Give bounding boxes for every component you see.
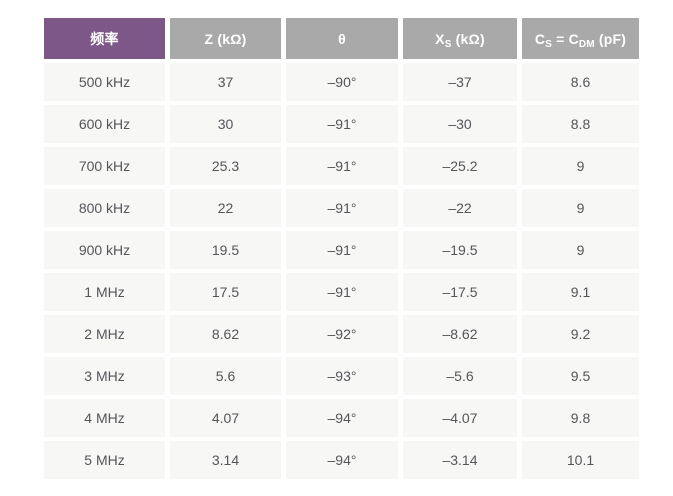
- cell-impedance: 37: [170, 63, 281, 101]
- cell-capacitance: 8.8: [522, 105, 639, 143]
- header-row: 频率 Z (kΩ) θ XS (kΩ) CS = CDM (pF): [44, 18, 639, 59]
- table-row: 5 MHz 3.14 –94° –3.14 10.1: [44, 441, 639, 479]
- cell-capacitance: 9.2: [522, 315, 639, 353]
- cell-impedance: 3.14: [170, 441, 281, 479]
- cs-label-equals: = C: [552, 30, 579, 47]
- table-row: 600 kHz 30 –91° –30 8.8: [44, 105, 639, 143]
- cell-frequency: 900 kHz: [44, 231, 165, 269]
- column-header-theta: θ: [286, 18, 398, 59]
- table-row: 3 MHz 5.6 –93° –5.6 9.5: [44, 357, 639, 395]
- column-header-capacitance: CS = CDM (pF): [522, 18, 639, 59]
- cell-reactance: –8.62: [403, 315, 517, 353]
- xs-label-main: X: [435, 30, 445, 47]
- cell-reactance: –30: [403, 105, 517, 143]
- cell-frequency: 5 MHz: [44, 441, 165, 479]
- xs-label-sub: S: [444, 38, 452, 50]
- cell-impedance: 22: [170, 189, 281, 227]
- cell-capacitance: 9.5: [522, 357, 639, 395]
- cdm-label-sub: DM: [578, 38, 595, 50]
- cs-label-main: C: [534, 30, 546, 47]
- cell-reactance: –3.14: [403, 441, 517, 479]
- cell-theta: –91°: [286, 273, 398, 311]
- cell-theta: –90°: [286, 63, 398, 101]
- cell-theta: –93°: [286, 357, 398, 395]
- cell-frequency: 800 kHz: [44, 189, 165, 227]
- cell-frequency: 2 MHz: [44, 315, 165, 353]
- cell-impedance: 19.5: [170, 231, 281, 269]
- cell-reactance: –19.5: [403, 231, 517, 269]
- cell-capacitance: 9: [522, 231, 639, 269]
- cell-reactance: –37: [403, 63, 517, 101]
- cell-capacitance: 10.1: [522, 441, 639, 479]
- table-row: 4 MHz 4.07 –94° –4.07 9.8: [44, 399, 639, 437]
- cell-impedance: 4.07: [170, 399, 281, 437]
- table-row: 500 kHz 37 –90° –37 8.6: [44, 63, 639, 101]
- table-row: 2 MHz 8.62 –92° –8.62 9.2: [44, 315, 639, 353]
- cell-frequency: 600 kHz: [44, 105, 165, 143]
- cell-capacitance: 9.8: [522, 399, 639, 437]
- cell-frequency: 3 MHz: [44, 357, 165, 395]
- column-header-reactance: XS (kΩ): [403, 18, 517, 59]
- impedance-table: 频率 Z (kΩ) θ XS (kΩ) CS = CDM (pF) 500 kH…: [39, 14, 644, 483]
- cell-theta: –94°: [286, 399, 398, 437]
- cs-label-unit: (pF): [594, 30, 627, 47]
- cell-frequency: 500 kHz: [44, 63, 165, 101]
- cell-theta: –91°: [286, 147, 398, 185]
- cell-theta: –91°: [286, 189, 398, 227]
- cell-reactance: –17.5: [403, 273, 517, 311]
- table-header: 频率 Z (kΩ) θ XS (kΩ) CS = CDM (pF): [44, 18, 639, 59]
- cell-theta: –92°: [286, 315, 398, 353]
- cell-theta: –91°: [286, 231, 398, 269]
- table-row: 800 kHz 22 –91° –22 9: [44, 189, 639, 227]
- column-header-impedance: Z (kΩ): [170, 18, 281, 59]
- xs-label-unit: (kΩ): [451, 30, 485, 47]
- cell-theta: –94°: [286, 441, 398, 479]
- cell-theta: –91°: [286, 105, 398, 143]
- cell-impedance: 8.62: [170, 315, 281, 353]
- cell-impedance: 17.5: [170, 273, 281, 311]
- cell-impedance: 5.6: [170, 357, 281, 395]
- cs-label-sub: S: [545, 38, 553, 50]
- cell-reactance: –4.07: [403, 399, 517, 437]
- cell-frequency: 700 kHz: [44, 147, 165, 185]
- cell-capacitance: 9.1: [522, 273, 639, 311]
- table-row: 1 MHz 17.5 –91° –17.5 9.1: [44, 273, 639, 311]
- cell-capacitance: 9: [522, 147, 639, 185]
- cell-capacitance: 8.6: [522, 63, 639, 101]
- table-row: 900 kHz 19.5 –91° –19.5 9: [44, 231, 639, 269]
- cell-reactance: –5.6: [403, 357, 517, 395]
- cell-reactance: –22: [403, 189, 517, 227]
- cell-frequency: 4 MHz: [44, 399, 165, 437]
- table-row: 700 kHz 25.3 –91° –25.2 9: [44, 147, 639, 185]
- cell-reactance: –25.2: [403, 147, 517, 185]
- cell-capacitance: 9: [522, 189, 639, 227]
- impedance-table-container: 频率 Z (kΩ) θ XS (kΩ) CS = CDM (pF) 500 kH…: [39, 14, 644, 483]
- cell-impedance: 25.3: [170, 147, 281, 185]
- cell-impedance: 30: [170, 105, 281, 143]
- cell-frequency: 1 MHz: [44, 273, 165, 311]
- table-body: 500 kHz 37 –90° –37 8.6 600 kHz 30 –91° …: [44, 63, 639, 479]
- column-header-frequency: 频率: [44, 18, 165, 59]
